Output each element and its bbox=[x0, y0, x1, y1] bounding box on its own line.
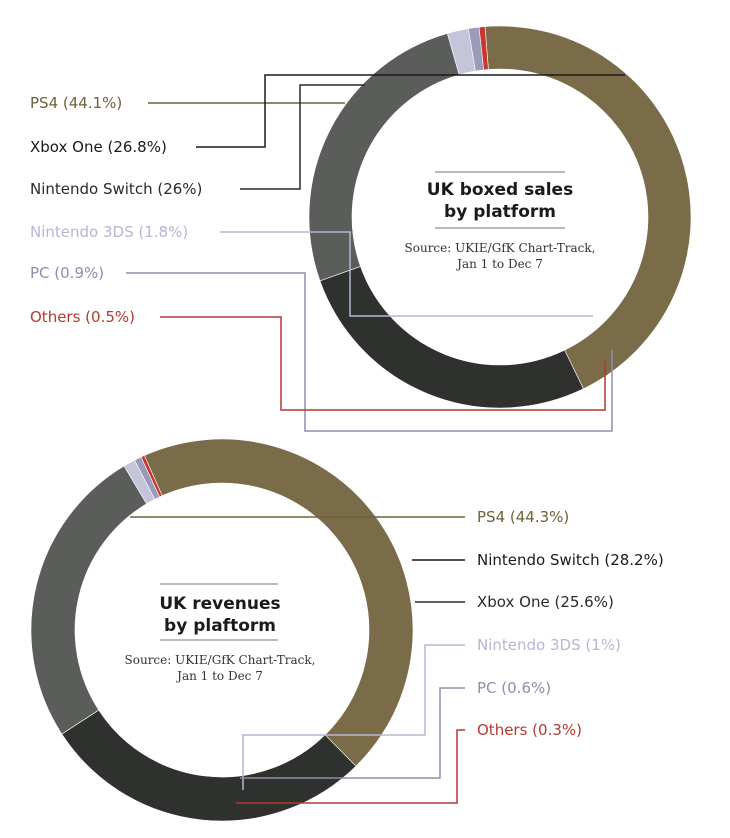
leader-line-xbox-one bbox=[196, 74, 625, 148]
leader-line-pc bbox=[240, 687, 465, 779]
slice-nintendo-switch bbox=[61, 709, 357, 822]
slice-xbox-one bbox=[319, 266, 584, 409]
slice-ps4 bbox=[143, 438, 414, 767]
leader-line-nintendo-switch bbox=[240, 84, 365, 190]
label-xbox-one: Xbox One (26.8%) bbox=[30, 138, 167, 156]
slice-nintendo-switch bbox=[308, 33, 460, 282]
revenues-chart: PS4 (44.3%) Nintendo Switch (28.2%) Xbox O… bbox=[30, 438, 664, 822]
chart-source-line-1: Source: UKIE/GfK Chart-Track, bbox=[405, 241, 596, 255]
slice-xbox-one bbox=[30, 465, 148, 735]
chart-title-line-2: by plaftorm bbox=[164, 616, 276, 636]
boxed-sales-chart: PS4 (44.1%) Xbox One (26.8%) Nintendo Swit… bbox=[30, 25, 692, 432]
label-ps4: PS4 (44.3%) bbox=[477, 508, 569, 526]
label-xbox-one: Xbox One (25.6%) bbox=[477, 593, 614, 611]
slice-others bbox=[140, 455, 163, 498]
label-nintendo-switch: Nintendo Switch (28.2%) bbox=[477, 551, 664, 569]
chart-source-line-2: Jan 1 to Dec 7 bbox=[455, 257, 543, 271]
label-pc: PC (0.9%) bbox=[30, 264, 104, 282]
label-others: Others (0.5%) bbox=[30, 308, 135, 326]
label-nintendo-3ds: Nintendo 3DS (1%) bbox=[477, 636, 621, 654]
label-others: Others (0.3%) bbox=[477, 721, 582, 739]
chart-source-line-2: Jan 1 to Dec 7 bbox=[175, 669, 263, 683]
slice-others bbox=[478, 26, 489, 71]
leader-line-pc bbox=[126, 272, 613, 432]
chart-title-line-2: by platform bbox=[444, 202, 556, 222]
label-nintendo-3ds: Nintendo 3DS (1.8%) bbox=[30, 223, 188, 241]
label-pc: PC (0.6%) bbox=[477, 679, 551, 697]
slice-ps4 bbox=[484, 25, 692, 390]
label-nintendo-switch: Nintendo Switch (26%) bbox=[30, 180, 202, 198]
leader-line-others bbox=[236, 729, 465, 804]
leader-line-others bbox=[160, 316, 606, 411]
leader-line-nintendo-3ds bbox=[242, 644, 465, 790]
chart-title-line-1: UK boxed sales bbox=[427, 180, 573, 200]
leader-line-nintendo-3ds bbox=[220, 231, 593, 317]
chart-source-line-1: Source: UKIE/GfK Chart-Track, bbox=[125, 653, 316, 667]
label-ps4: PS4 (44.1%) bbox=[30, 94, 122, 112]
chart-title-line-1: UK revenues bbox=[159, 594, 280, 614]
